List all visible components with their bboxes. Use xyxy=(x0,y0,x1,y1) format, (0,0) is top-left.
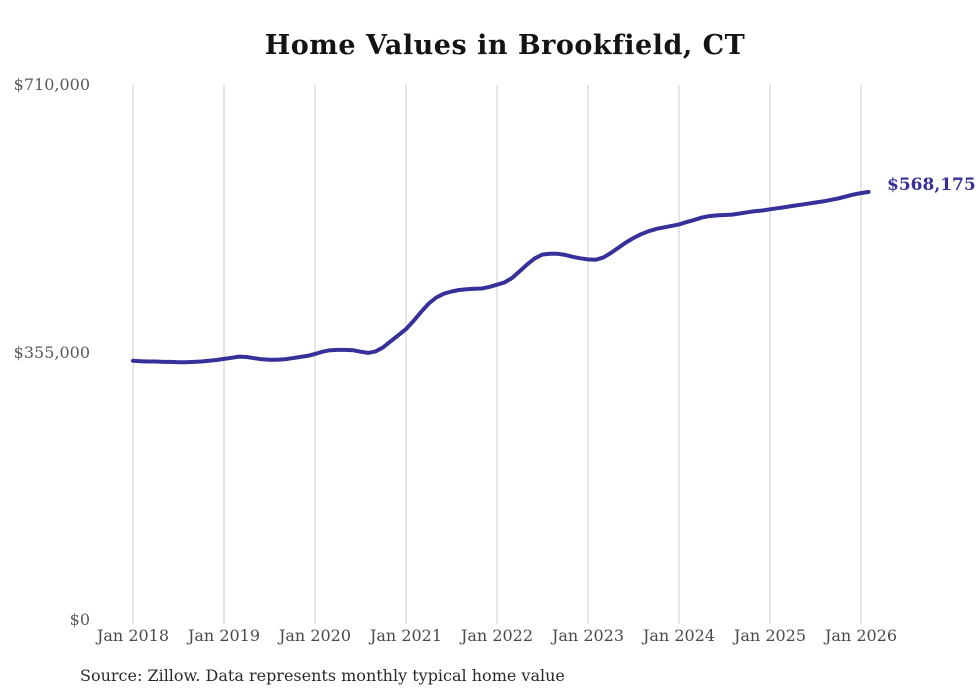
source-note: Source: Zillow. Data represents monthly … xyxy=(80,666,565,685)
x-axis-tick-label: Jan 2018 xyxy=(96,626,170,645)
x-axis-tick-label: Jan 2023 xyxy=(551,626,625,645)
y-axis-tick-label: $710,000 xyxy=(13,75,90,94)
y-axis-tick-label: $0 xyxy=(69,610,90,629)
x-axis-tick-label: Jan 2024 xyxy=(642,626,716,645)
latest-value-label: $568,175 xyxy=(887,175,976,195)
x-axis-tick-label: Jan 2021 xyxy=(369,626,443,645)
y-axis-tick-label: $355,000 xyxy=(13,342,90,362)
x-axis-tick-label: Jan 2020 xyxy=(278,626,352,645)
x-axis-tick-label: Jan 2026 xyxy=(824,626,898,645)
x-axis-tick-label: Jan 2022 xyxy=(460,626,534,645)
x-axis-tick-label: Jan 2019 xyxy=(187,626,261,645)
home-value-line xyxy=(131,189,871,365)
chart-title: Home Values in Brookfield, CT xyxy=(264,30,746,61)
x-axis-tick-label: Jan 2025 xyxy=(733,626,807,645)
